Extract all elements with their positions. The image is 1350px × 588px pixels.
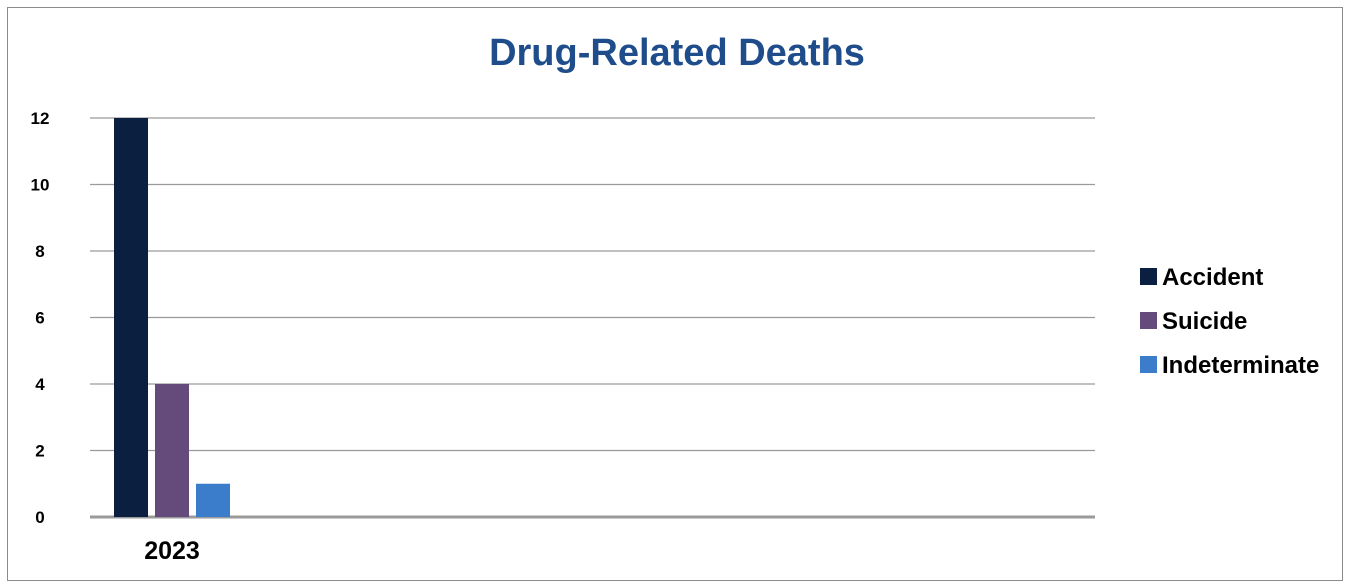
- bar-indeterminate: [196, 484, 230, 517]
- x-axis-ticks: 2023: [144, 537, 200, 565]
- y-tick-label: 10: [31, 176, 50, 195]
- legend-label-accident: Accident: [1162, 264, 1263, 291]
- y-tick-label: 0: [35, 508, 44, 527]
- y-tick-label: 8: [35, 242, 44, 261]
- x-tick-label: 2023: [144, 537, 200, 565]
- chart-title: Drug-Related Deaths: [489, 32, 865, 74]
- bar-accident: [114, 118, 148, 517]
- bar-suicide: [155, 384, 189, 517]
- gridlines: [90, 118, 1095, 517]
- y-tick-label: 12: [31, 109, 50, 128]
- legend-label-indeterminate: Indeterminate: [1162, 352, 1319, 379]
- y-tick-label: 6: [35, 309, 44, 328]
- y-tick-label: 2: [35, 442, 44, 461]
- legend-swatch-suicide: [1140, 312, 1157, 329]
- y-tick-label: 4: [35, 375, 45, 394]
- y-axis-ticks: 0 2 4 6 8 10 12: [31, 109, 50, 527]
- legend-label-suicide: Suicide: [1162, 308, 1247, 335]
- legend-swatch-accident: [1140, 268, 1157, 285]
- legend: Accident Suicide Indeterminate: [1140, 264, 1319, 379]
- legend-swatch-indeterminate: [1140, 356, 1157, 373]
